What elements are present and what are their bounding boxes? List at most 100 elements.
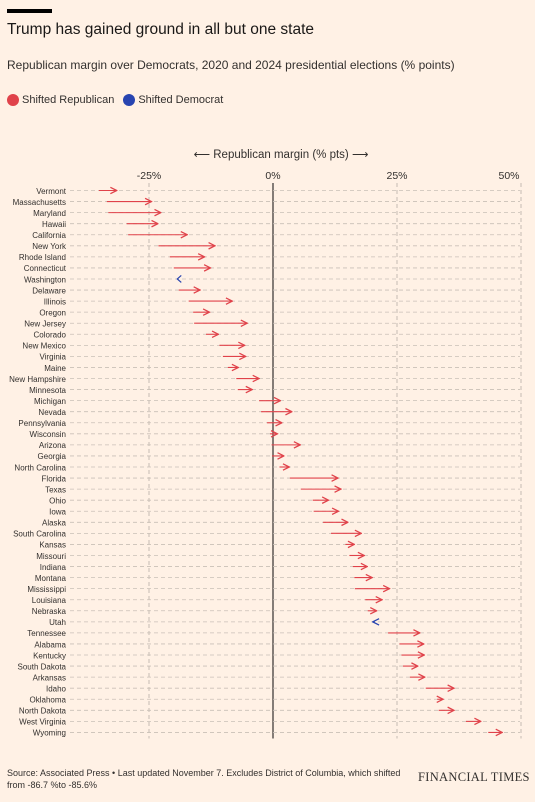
state-label: Kentucky: [33, 651, 66, 660]
state-label: Colorado: [34, 331, 67, 340]
state-label: Kansas: [39, 541, 66, 550]
state-row: Iowa: [49, 508, 520, 517]
state-label: Virginia: [39, 353, 66, 362]
state-row: Washington: [24, 275, 520, 284]
arrow-chart: ⟵ Republican margin (% pts) ⟶ -25% 0% 25% 5…: [9, 149, 522, 739]
state-label: Wyoming: [33, 729, 66, 738]
state-row: Ohio: [49, 496, 520, 505]
state-row: North Carolina: [14, 463, 520, 472]
state-label: Maine: [44, 364, 66, 373]
state-row: South Carolina: [13, 530, 520, 539]
state-row: Alaska: [42, 519, 520, 528]
state-row: Kentucky: [33, 651, 520, 660]
top-accent-bar: [7, 9, 52, 13]
state-label: South Dakota: [18, 662, 67, 671]
state-row: Utah: [49, 618, 520, 627]
state-label: Oklahoma: [30, 696, 67, 705]
state-row: Oregon: [39, 308, 520, 317]
state-row: Illinois: [44, 297, 520, 306]
state-label: Washington: [24, 275, 66, 284]
source-note: Source: Associated Press • Last updated …: [7, 768, 401, 790]
state-label: Texas: [45, 485, 66, 494]
state-label: Connecticut: [24, 264, 67, 273]
brand-logo: FINANCIAL TIMES: [418, 770, 530, 784]
state-label: Montana: [35, 574, 67, 583]
state-label: Idaho: [46, 685, 67, 694]
state-row: Hawaii: [42, 220, 520, 229]
state-row: Georgia: [38, 452, 520, 461]
legend-swatch-democrat: [123, 94, 136, 106]
state-row: Michigan: [34, 397, 520, 406]
state-row: New Jersey: [24, 320, 520, 329]
state-row: Maryland: [33, 209, 520, 218]
state-row: Oklahoma: [30, 696, 520, 705]
state-label: North Carolina: [14, 463, 66, 472]
state-row: Texas: [45, 485, 520, 494]
state-row: Florida: [42, 474, 520, 483]
shift-arrow: [176, 275, 182, 283]
state-label: Minnesota: [29, 386, 66, 395]
state-row: Nevada: [38, 408, 520, 417]
state-row: Missouri: [36, 552, 520, 561]
state-label: South Carolina: [13, 530, 66, 539]
state-label: New York: [32, 242, 67, 251]
x-tick-label: 50%: [498, 170, 519, 182]
state-label: West Virginia: [19, 718, 66, 727]
state-label: Oregon: [39, 308, 66, 317]
state-row: Virginia: [39, 353, 520, 362]
state-row: Maine: [44, 364, 520, 373]
state-label: Maryland: [33, 209, 66, 218]
state-label: Alaska: [42, 519, 67, 528]
state-row: Wyoming: [33, 729, 520, 738]
state-row: Connecticut: [24, 264, 520, 273]
state-row: West Virginia: [19, 718, 520, 727]
state-row: Pennsylvania: [18, 419, 520, 428]
state-row: Wisconsin: [30, 430, 520, 439]
state-label: Massachusetts: [13, 198, 66, 207]
state-row: Massachusetts: [13, 198, 520, 207]
state-row: New York: [32, 242, 520, 251]
state-row: North Dakota: [19, 707, 520, 716]
state-row: New Hampshire: [9, 375, 520, 384]
state-row: Arkansas: [33, 673, 520, 682]
state-label: Arizona: [39, 441, 67, 450]
x-tick-label: 0%: [265, 170, 280, 182]
state-row: Nebraska: [32, 607, 520, 616]
state-row: South Dakota: [18, 662, 520, 671]
state-label: Nevada: [38, 408, 66, 417]
chart-title: Trump has gained ground in all but one s…: [7, 21, 315, 38]
x-axis-title: ⟵ Republican margin (% pts) ⟶: [194, 149, 369, 161]
state-label: Louisiana: [32, 596, 67, 605]
state-label: Mississippi: [27, 585, 66, 594]
state-row: California: [32, 231, 520, 240]
state-label: Delaware: [32, 286, 66, 295]
chart-subtitle: Republican margin over Democrats, 2020 a…: [7, 58, 455, 72]
state-label: Arkansas: [33, 673, 66, 682]
state-row: Kansas: [39, 541, 520, 550]
x-tick-label: 25%: [386, 170, 407, 182]
state-label: Florida: [42, 474, 67, 483]
state-row: Mississippi: [27, 585, 520, 594]
state-label: California: [32, 231, 66, 240]
state-row: Montana: [35, 574, 520, 583]
state-label: Alabama: [34, 640, 66, 649]
x-tick-label: -25%: [137, 170, 162, 182]
state-row: Colorado: [34, 331, 520, 340]
state-row: Vermont: [36, 187, 520, 196]
legend-label-republican: Shifted Republican: [22, 94, 115, 106]
state-label: Tennessee: [27, 629, 66, 638]
state-row: Delaware: [32, 286, 520, 295]
state-label: New Jersey: [24, 320, 66, 329]
state-row: Arizona: [39, 441, 520, 450]
state-label: Ohio: [49, 496, 66, 505]
state-label: Georgia: [38, 452, 67, 461]
legend-label-democrat: Shifted Democrat: [138, 94, 224, 106]
state-label: Illinois: [44, 297, 66, 306]
legend-item-democrat: Shifted Democrat: [123, 94, 223, 106]
state-row: Idaho: [46, 685, 520, 694]
state-row: Louisiana: [32, 596, 520, 605]
legend-swatch-republican: [7, 94, 19, 106]
state-label: Nebraska: [32, 607, 67, 616]
state-label: Utah: [49, 618, 66, 627]
legend: Shifted Republican Shifted Democrat: [7, 94, 232, 106]
